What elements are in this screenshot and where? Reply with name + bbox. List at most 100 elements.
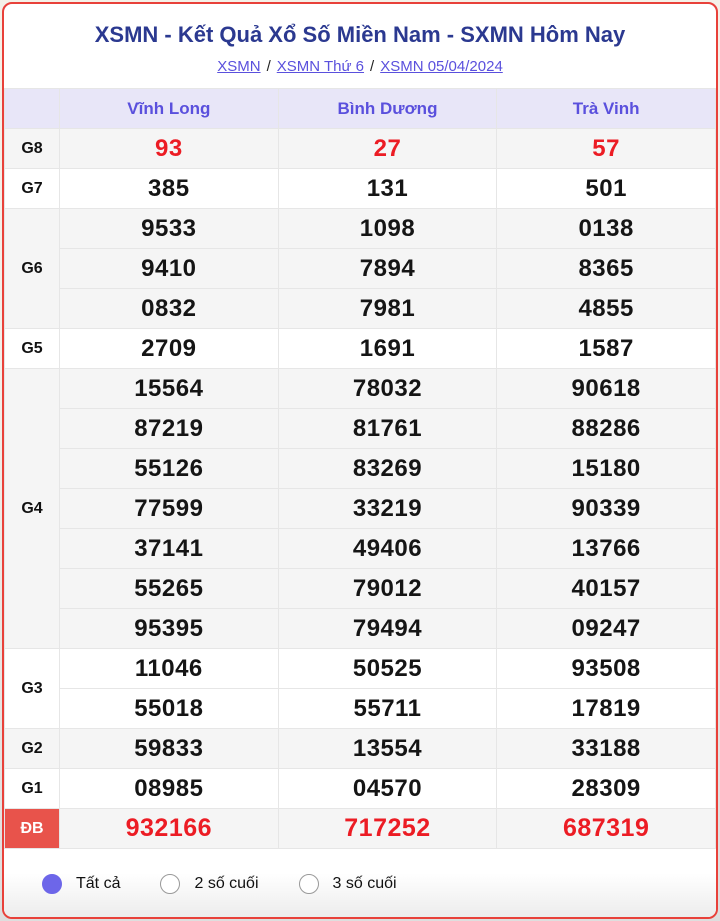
prize-label-g2: G2 (4, 728, 60, 769)
result-number-g4: 15564 (59, 368, 279, 409)
result-number-g8: 27 (277, 128, 498, 169)
result-number-g4: 09247 (496, 608, 716, 649)
result-number-g3: 55018 (59, 688, 279, 729)
result-number-g8: 93 (59, 128, 279, 169)
result-number-g4: 79494 (277, 608, 498, 649)
breadcrumb-link-xsmn[interactable]: XSMN (217, 58, 261, 75)
prize-row-g2: G2 59833 13554 33188 (4, 728, 716, 769)
result-number-g6: 7894 (277, 248, 498, 289)
result-number-g4: 79012 (277, 568, 498, 609)
result-number-g3: 93508 (496, 648, 716, 689)
filter-option-label: 3 số cuối (332, 874, 397, 892)
result-number-g2: 59833 (59, 728, 279, 769)
radio-icon[interactable] (298, 873, 319, 894)
province-header-row: Vĩnh Long Bình Dương Trà Vinh (4, 88, 716, 129)
prize-row-g4: 95395 79494 09247 (5, 608, 716, 649)
breadcrumb-separator: / (266, 58, 271, 75)
result-number-g4: 88286 (496, 408, 716, 449)
prize-row-g4: 55265 79012 40157 (5, 568, 716, 609)
result-number-g2: 33188 (496, 728, 716, 769)
prize-label-g7: G7 (4, 168, 60, 209)
result-number-g4: 13766 (496, 528, 716, 569)
result-number-g3: 55711 (277, 688, 498, 729)
prize-row-g8: G8 93 27 57 (4, 128, 716, 169)
result-number-db: 932166 (59, 808, 279, 849)
prize-row-g4: 77599 33219 90339 (5, 488, 716, 529)
prize-label-g4: G4 (4, 368, 60, 649)
prize-row-g4: 37141 49406 13766 (5, 528, 716, 569)
result-number-g4: 78032 (277, 368, 498, 409)
result-number-g4: 83269 (277, 448, 498, 489)
result-number-g6: 0832 (59, 288, 279, 329)
result-number-g3: 17819 (496, 688, 716, 729)
prize-label-g6: G6 (4, 208, 60, 329)
result-number-g2: 13554 (277, 728, 498, 769)
province-header-binh-duong[interactable]: Bình Dương (277, 88, 498, 129)
result-number-g7: 131 (277, 168, 498, 209)
breadcrumb: XSMN / XSMN Thứ 6 / XSMN 05/04/2024 (4, 58, 716, 76)
result-number-g5: 1691 (277, 328, 498, 369)
result-number-db: 687319 (496, 808, 716, 849)
prize-label-g1: G1 (4, 768, 60, 809)
radio-icon[interactable] (160, 873, 181, 894)
result-number-g1: 08985 (59, 768, 279, 809)
prize-row-g6: 9410 7894 8365 (5, 248, 716, 289)
result-number-g6: 7981 (277, 288, 498, 329)
prize-row-g1: G1 08985 04570 28309 (4, 768, 716, 809)
prize-label-g3: G3 (4, 648, 60, 729)
result-number-g4: 55265 (59, 568, 279, 609)
breadcrumb-link-xsmn-date[interactable]: XSMN 05/04/2024 (380, 58, 503, 75)
page-title: XSMN - Kết Quả Xổ Số Miền Nam - SXMN Hôm… (94, 22, 626, 47)
breadcrumb-link-xsmn-thu-6[interactable]: XSMN Thứ 6 (276, 58, 365, 75)
breadcrumb-separator: / (370, 58, 375, 75)
result-number-g3: 11046 (59, 648, 279, 689)
filter-option-last2[interactable]: 2 số cuối (160, 873, 259, 894)
prize-row-g7: G7 385 131 501 (4, 168, 716, 209)
province-header-vinh-long[interactable]: Vĩnh Long (59, 88, 279, 129)
result-number-g4: 81761 (277, 408, 498, 449)
result-number-g7: 501 (496, 168, 716, 209)
radio-icon[interactable] (42, 873, 62, 894)
province-header-tra-vinh[interactable]: Trà Vinh (496, 88, 716, 129)
result-number-g5: 2709 (59, 328, 279, 369)
result-number-g1: 04570 (277, 768, 498, 809)
result-number-g8: 57 (496, 128, 716, 169)
filter-option-label: 2 số cuối (194, 874, 259, 892)
prize-row-g4: 87219 81761 88286 (5, 408, 716, 449)
result-number-g5: 1587 (496, 328, 716, 369)
prize-label-g8: G8 (4, 128, 60, 169)
result-number-g4: 15180 (496, 448, 716, 489)
result-number-g4: 49406 (277, 528, 498, 569)
prize-row-g3: G3 11046 50525 93508 (4, 648, 716, 729)
result-number-g4: 90339 (496, 488, 716, 529)
prize-row-g3: 55018 55711 17819 (5, 688, 716, 729)
result-number-g6: 4855 (496, 288, 716, 329)
result-number-g4: 40157 (496, 568, 716, 609)
result-number-g4: 55126 (59, 448, 279, 489)
result-number-g6: 9533 (59, 208, 279, 249)
result-number-g7: 385 (59, 168, 279, 209)
filter-option-all[interactable]: Tất cả (42, 873, 120, 894)
result-number-g6: 1098 (277, 208, 498, 249)
result-number-g4: 90618 (496, 368, 716, 409)
filter-option-last3[interactable]: 3 số cuối (298, 873, 397, 894)
prize-row-g6: 0832 7981 4855 (5, 288, 716, 329)
result-number-g4: 33219 (277, 488, 498, 529)
prize-row-db: ĐB 932166 717252 687319 (4, 808, 716, 849)
result-number-db: 717252 (277, 808, 498, 849)
results-table: Vĩnh Long Bình Dương Trà Vinh G8 93 27 57 G7… (4, 88, 716, 849)
result-number-g3: 50525 (277, 648, 498, 689)
prize-row-g4: G4 15564 78032 90618 (4, 368, 716, 649)
prize-label-db: ĐB (4, 808, 60, 849)
prize-row-g6: G6 9533 1098 0138 (4, 208, 716, 329)
corner-cell (4, 88, 60, 129)
digit-filter-bar: Tất cả 2 số cuối 3 số cuối (4, 849, 716, 917)
result-number-g1: 28309 (496, 768, 716, 809)
result-number-g4: 77599 (59, 488, 279, 529)
prize-label-g5: G5 (4, 328, 60, 369)
result-number-g6: 8365 (496, 248, 716, 289)
result-number-g6: 0138 (496, 208, 716, 249)
prize-row-g5: G5 2709 1691 1587 (4, 328, 716, 369)
result-number-g4: 87219 (59, 408, 279, 449)
